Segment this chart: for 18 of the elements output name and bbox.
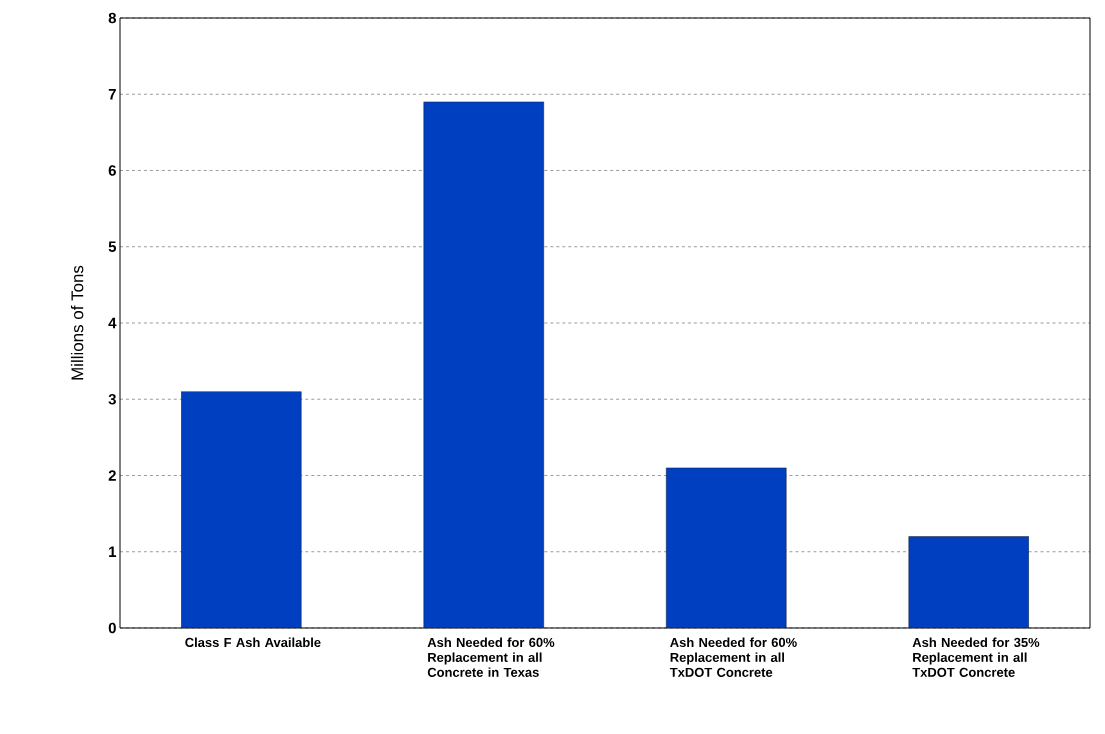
x-tick-label: Ash Needed for 60% Replacement in all TxDOT Concrete (669, 637, 797, 677)
x-tick-label: Ash Needed for 35% Replacement in all TxDOT Concrete (912, 637, 1040, 677)
bar (666, 467, 787, 628)
y-tick-label: 8 (108, 12, 117, 24)
y-tick-label: 6 (108, 165, 116, 176)
y-axis-title: Millions of Tons (70, 265, 84, 380)
y-tick-label: 2 (108, 470, 116, 481)
x-tick-label: Class F Ash Available (185, 637, 321, 648)
y-tick-label: 5 (108, 241, 117, 252)
bar (908, 536, 1029, 628)
y-tick-label: 4 (108, 317, 117, 329)
y-tick-label: 0 (108, 622, 116, 634)
bar (181, 391, 302, 628)
bar (423, 101, 544, 628)
y-tick-label: 7 (108, 89, 116, 100)
y-tick-label: 1 (109, 546, 117, 557)
x-tick-label: Ash Needed for 60% Replacement in all Concrete in Texas (427, 637, 555, 677)
y-tick-label: 3 (108, 393, 116, 405)
